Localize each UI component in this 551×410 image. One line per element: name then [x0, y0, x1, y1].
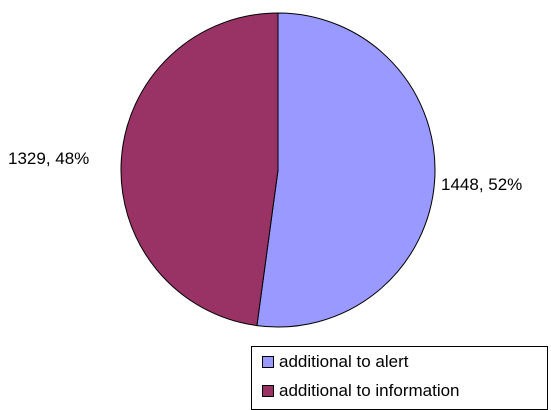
pie-slice-additional-to-information: [120, 12, 279, 327]
legend-label: additional to information: [279, 381, 460, 400]
legend-item-additional-to-information: additional to information: [262, 380, 460, 402]
legend-swatch-additional-to-information: [262, 385, 274, 397]
legend-label: additional to alert: [279, 352, 409, 371]
legend-item-additional-to-alert: additional to alert: [262, 351, 408, 373]
chart-legend: additional to alert additional to inform…: [251, 346, 548, 410]
data-label-additional-to-information: 1329, 48%: [8, 149, 90, 168]
data-label-additional-to-alert: 1448, 52%: [441, 175, 523, 194]
pie-slice-additional-to-alert: [256, 12, 436, 328]
legend-swatch-additional-to-alert: [262, 356, 274, 368]
